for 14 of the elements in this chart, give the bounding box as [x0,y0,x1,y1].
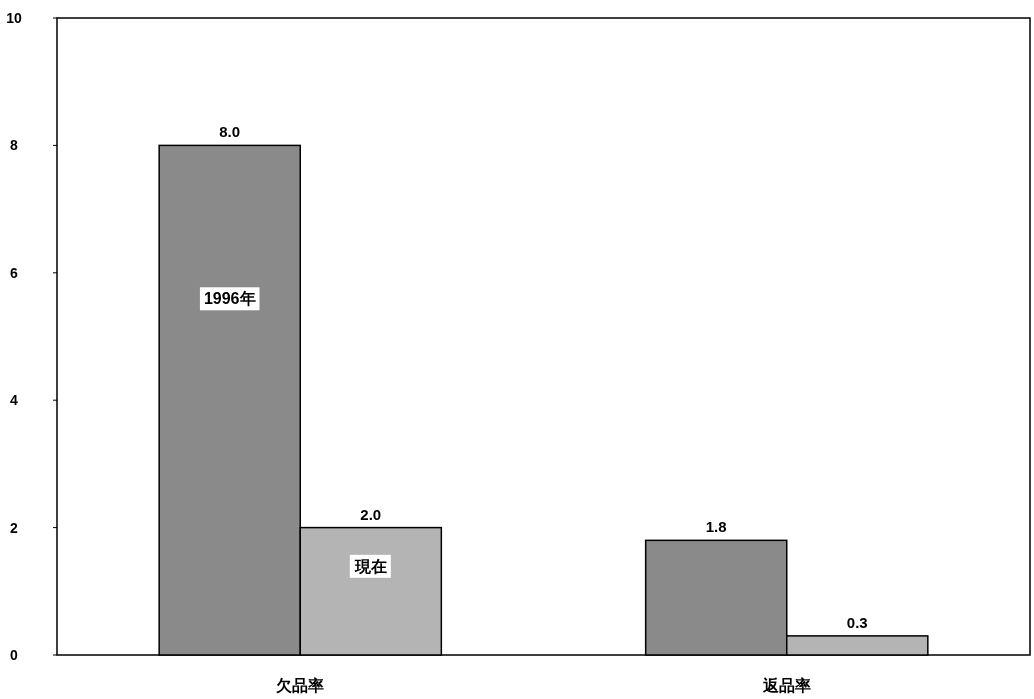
y-tick-label: 0 [10,647,19,663]
y-tick-label: 6 [10,264,19,281]
data-label: 0.3 [846,613,868,631]
x-tick-label: 返品率 [761,676,811,694]
data-label: 2.0 [360,505,382,523]
y-tick-label: 10 [6,10,22,26]
data-label: 8.0 [219,123,241,141]
data-label: 1.8 [705,518,727,536]
series-label: 現在 [353,557,387,575]
y-tick-label: 2 [10,519,19,536]
y-tick-label: 8 [10,137,19,154]
series-label: 1996年 [203,290,256,308]
y-tick-label: 4 [10,392,19,409]
x-tick-label: 欠品率 [275,676,325,694]
